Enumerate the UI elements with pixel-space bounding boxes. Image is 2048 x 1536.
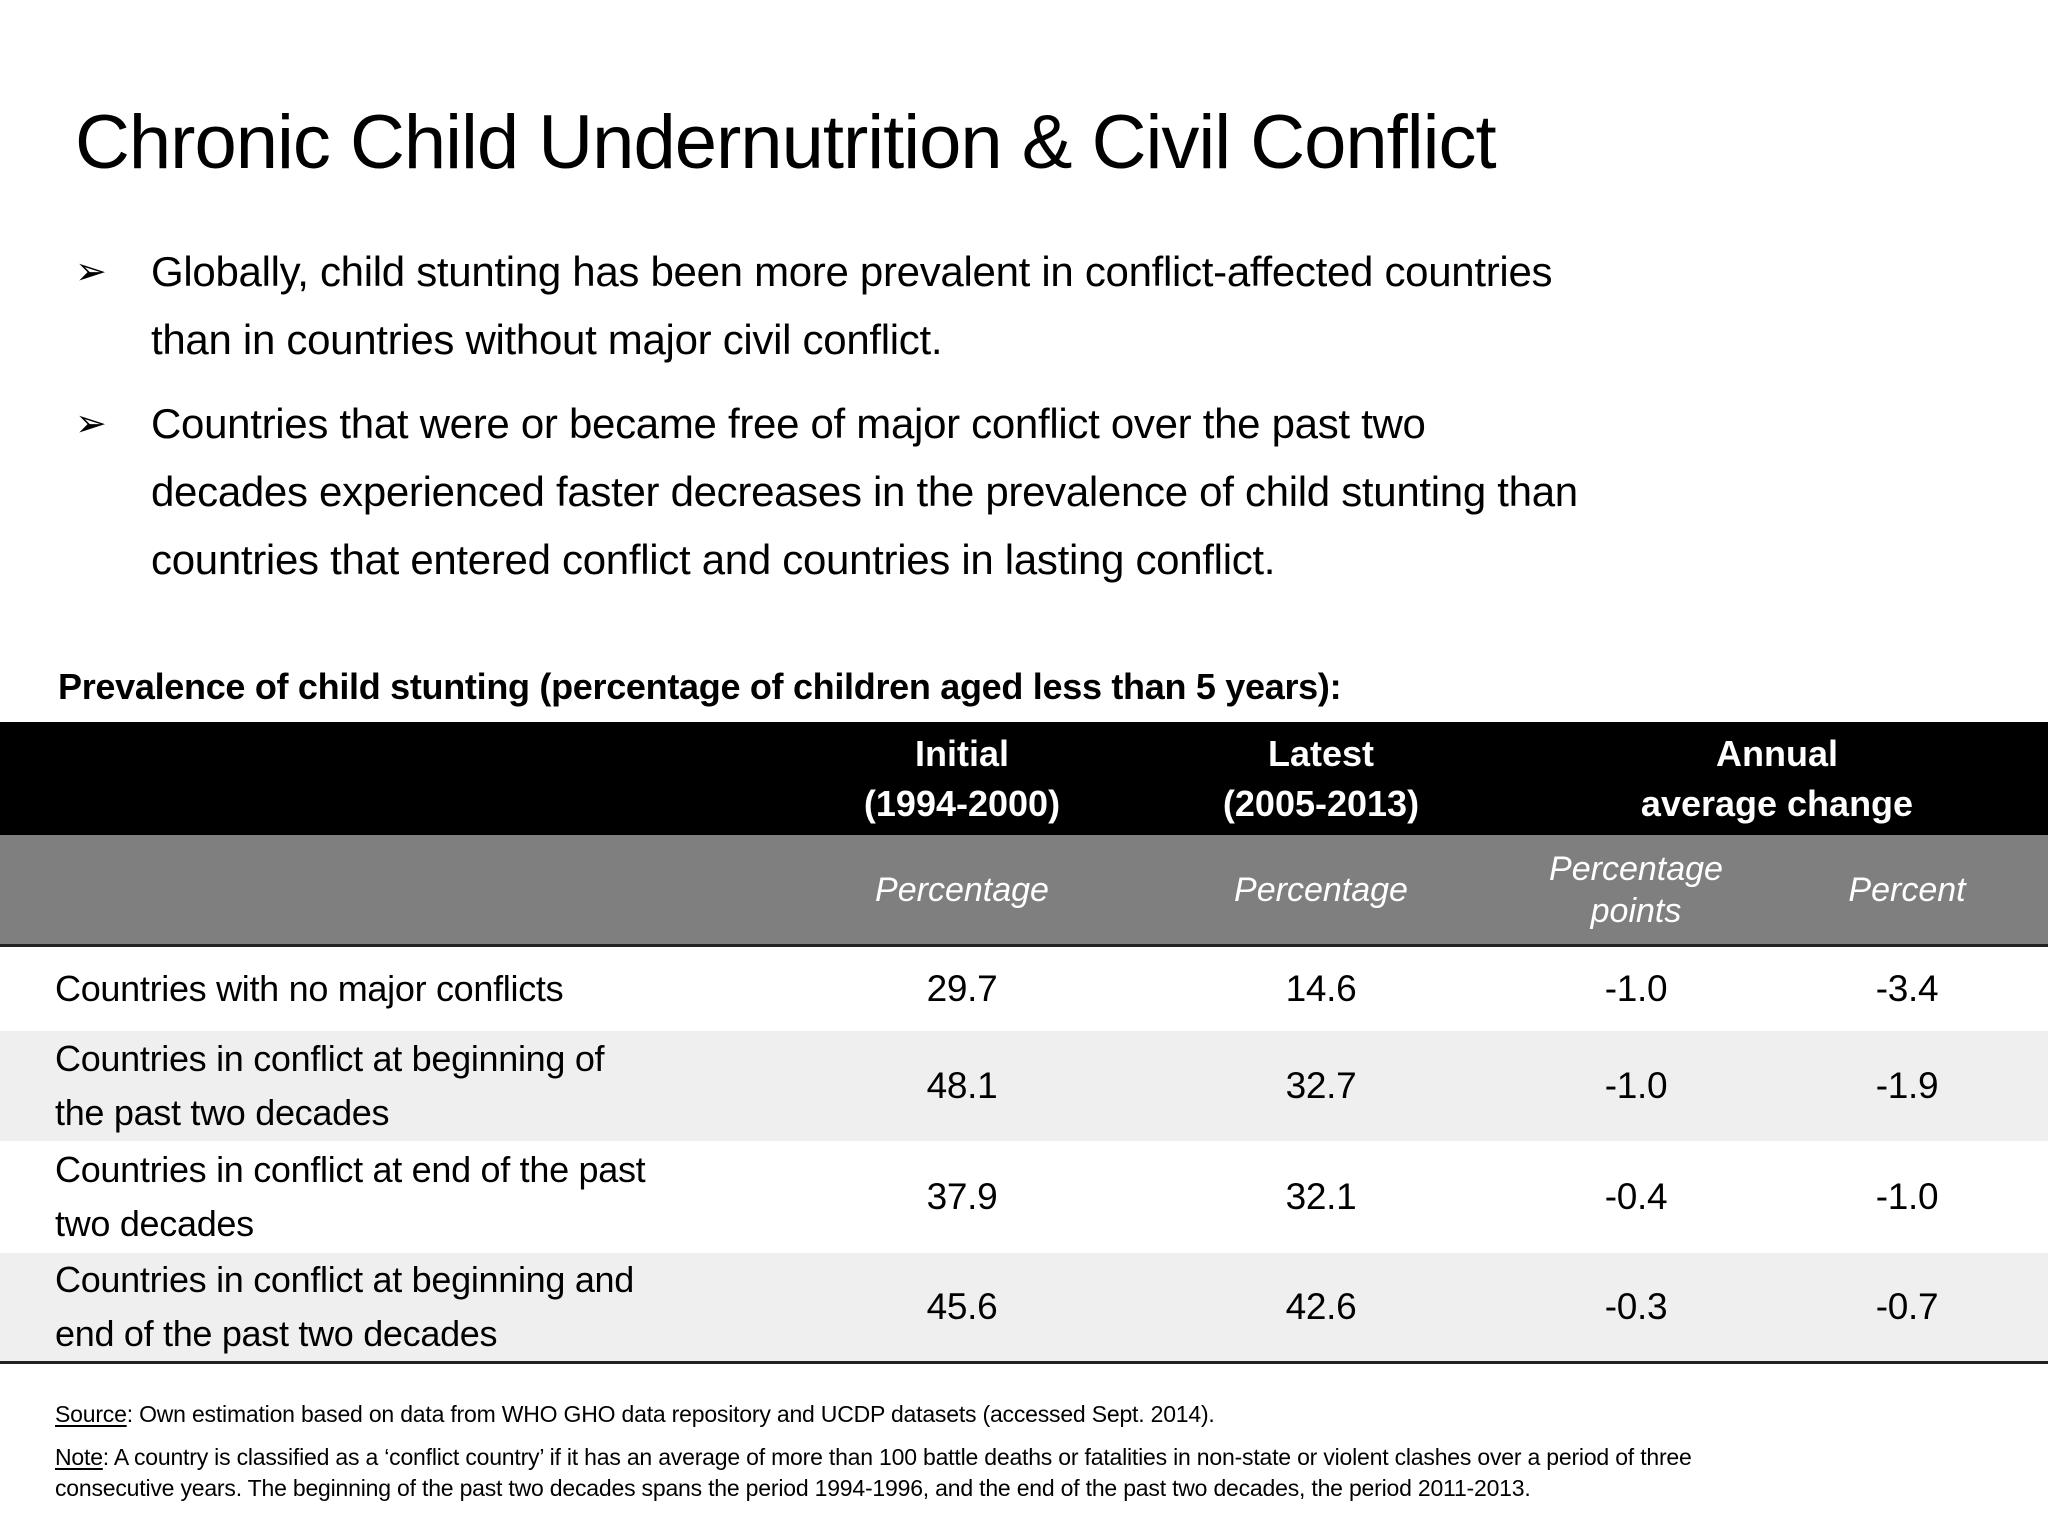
cell-initial: 45.6: [788, 1253, 1136, 1364]
cell-percentage-points: -1.0: [1506, 945, 1766, 1031]
column-header-annual-change: Annual average change: [1506, 722, 2048, 835]
bullet-item: ➢ Globally, child stunting has been more…: [75, 238, 1995, 374]
cell-latest: 32.7: [1136, 1031, 1506, 1141]
cell-percent: -3.4: [1766, 945, 2048, 1031]
bullet-text: Globally, child stunting has been more p…: [151, 248, 1553, 363]
row-label: Countries in conflict at beginning of th…: [0, 1031, 788, 1141]
cell-initial: 29.7: [788, 945, 1136, 1031]
bullet-text: Countries that were or became free of ma…: [151, 400, 1578, 583]
cell-initial: 48.1: [788, 1031, 1136, 1141]
unit-header-percent: Percent: [1766, 835, 2048, 947]
source-text: : Own estimation based on data from WHO …: [126, 1401, 1215, 1427]
table-row: Countries in conflict at beginning and e…: [0, 1253, 2048, 1364]
classification-note: Note: A country is classified as a ‘conf…: [55, 1442, 2047, 1504]
table-subheader-row: Percentage Percentage Percentage points …: [0, 835, 2048, 947]
unit-header-percentage-points: Percentage points: [1506, 835, 1766, 947]
bullet-list: ➢ Globally, child stunting has been more…: [75, 238, 1995, 610]
cell-initial: 37.9: [788, 1141, 1136, 1253]
note-text: : A country is classified as a ‘conflict…: [55, 1444, 1692, 1501]
slide-title: Chronic Child Undernutrition & Civil Con…: [75, 99, 1497, 185]
cell-percentage-points: -0.4: [1506, 1141, 1766, 1253]
bullet-item: ➢ Countries that were or became free of …: [75, 390, 1995, 594]
row-label: Countries with no major conflicts: [0, 945, 788, 1031]
note-label: Note: [55, 1444, 103, 1470]
row-label: Countries in conflict at end of the past…: [0, 1141, 788, 1253]
column-header-latest: Latest (2005-2013): [1136, 722, 1506, 835]
cell-percent: -0.7: [1766, 1253, 2048, 1364]
cell-percentage-points: -0.3: [1506, 1253, 1766, 1364]
cell-latest: 42.6: [1136, 1253, 1506, 1364]
unit-header-latest-percentage: Percentage: [1136, 835, 1506, 947]
cell-percent: -1.9: [1766, 1031, 2048, 1141]
cell-latest: 14.6: [1136, 945, 1506, 1031]
row-label: Countries in conflict at beginning and e…: [0, 1253, 788, 1364]
cell-percent: -1.0: [1766, 1141, 2048, 1253]
cell-percentage-points: -1.0: [1506, 1031, 1766, 1141]
source-note: Source: Own estimation based on data fro…: [55, 1399, 2047, 1430]
cell-latest: 32.1: [1136, 1141, 1506, 1253]
table-header-row: Initial (1994-2000) Latest (2005-2013) A…: [0, 722, 2048, 835]
empty-header-cell: [0, 722, 788, 835]
table-row: Countries in conflict at end of the past…: [0, 1141, 2048, 1253]
column-header-initial: Initial (1994-2000): [788, 722, 1136, 835]
footnotes: Source: Own estimation based on data fro…: [55, 1399, 2047, 1504]
arrow-bullet-icon: ➢: [75, 403, 107, 445]
arrow-bullet-icon: ➢: [75, 251, 107, 293]
table-row: Countries in conflict at beginning of th…: [0, 1031, 2048, 1141]
stunting-prevalence-table: Initial (1994-2000) Latest (2005-2013) A…: [0, 722, 2048, 1364]
unit-header-initial-percentage: Percentage: [788, 835, 1136, 947]
source-label: Source: [55, 1401, 127, 1427]
empty-subheader-cell: [0, 835, 788, 947]
table-row: Countries with no major conflicts 29.7 1…: [0, 945, 2048, 1031]
table-title: Prevalence of child stunting (percentage…: [58, 666, 1342, 707]
